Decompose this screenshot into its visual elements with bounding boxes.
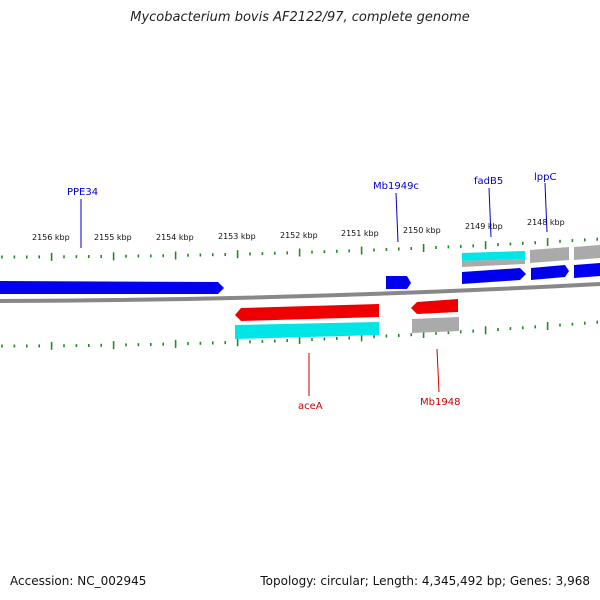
kbp-tick-label: 2148 kbp (527, 218, 565, 227)
gene-label-ppe34[interactable]: PPE34 (67, 187, 98, 198)
gene-ppe34-bar[interactable] (0, 281, 224, 294)
genome-summary-text: Topology: circular; Length: 4,345,492 bp… (260, 574, 590, 588)
kbp-tick-label: 2149 kbp (465, 222, 503, 231)
gene-label-fadb5[interactable]: fadB5 (474, 176, 503, 187)
gene-lppc-grey-bar[interactable] (530, 247, 569, 263)
gene-edge-blue-bar[interactable] (574, 263, 600, 278)
kbp-tick-label: 2155 kbp (94, 233, 132, 242)
kbp-tick-label: 2156 kbp (32, 233, 70, 242)
leader-mb1948 (436, 348, 440, 393)
gene-mb1948-grey-bar[interactable] (412, 317, 459, 333)
kbp-tick-label: 2153 kbp (218, 232, 256, 241)
inner-tick-ring (1, 320, 599, 350)
gene-acea-bar[interactable] (235, 304, 379, 321)
kbp-tick-label: 2151 kbp (341, 229, 379, 238)
gene-label-mb1949c[interactable]: Mb1949c (373, 181, 419, 192)
leader-mb1949c (395, 192, 399, 243)
gene-label-acea[interactable]: aceA (298, 401, 323, 412)
gene-mb1948-bar[interactable] (411, 299, 458, 314)
gene-fadb5-grey-bar[interactable] (462, 259, 525, 267)
gene-label-mb1948[interactable]: Mb1948 (420, 397, 460, 408)
gene-edge-grey-bar[interactable] (574, 245, 600, 260)
gene-lppc-bar[interactable] (531, 265, 569, 280)
map-title: Mycobacterium bovis AF2122/97, complete … (130, 10, 470, 25)
kbp-tick-label: 2150 kbp (403, 226, 441, 235)
kbp-tick-label: 2152 kbp (280, 231, 318, 240)
gene-label-lppc[interactable]: lppC (534, 172, 556, 183)
leader-fadb5 (488, 187, 492, 238)
genome-backbone (0, 282, 600, 303)
gene-acea-cyan-bar[interactable] (235, 322, 379, 339)
gene-fadb5-cyan-bar[interactable] (462, 251, 525, 261)
gene-fadb5-bar[interactable] (462, 268, 526, 284)
gene-mb1949c-bar[interactable] (386, 276, 411, 289)
accession-text: Accession: NC_002945 (10, 574, 147, 588)
outer-tick-ring (1, 237, 599, 261)
kbp-tick-label: 2154 kbp (156, 233, 194, 242)
leader-lppc (544, 182, 548, 233)
